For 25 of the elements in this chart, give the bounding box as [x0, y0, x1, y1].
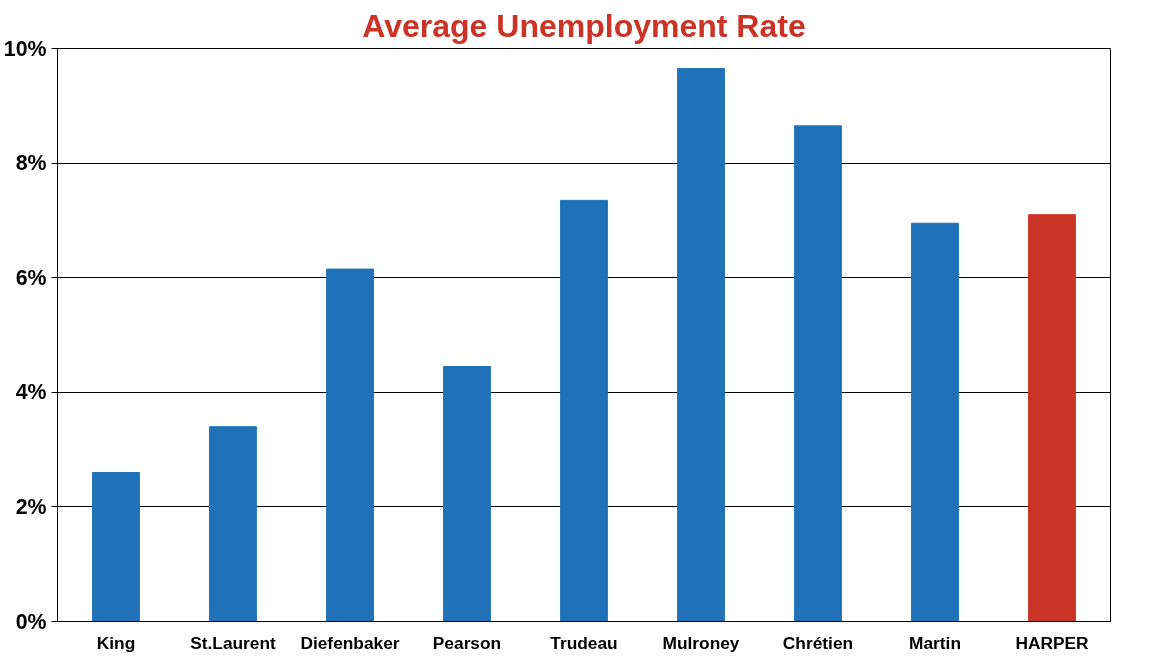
chart-title: Average Unemployment Rate: [362, 7, 806, 44]
y-tick-label: 8%: [15, 151, 47, 176]
x-tick-label: King: [96, 632, 136, 653]
bar: [677, 68, 725, 622]
y-tick-label: 6%: [15, 265, 47, 290]
bar: [911, 222, 959, 622]
y-tick-label: 10%: [3, 36, 47, 61]
bar: [560, 199, 608, 622]
x-tick-label: Diefenbaker: [300, 632, 400, 653]
x-tick-label: Martin: [909, 632, 962, 653]
bar: [326, 268, 374, 622]
bar: [443, 366, 491, 622]
bar: [92, 472, 140, 622]
x-tick-label: Mulroney: [662, 632, 740, 653]
y-tick-label: 4%: [15, 380, 47, 405]
y-tick-label: 2%: [15, 494, 47, 519]
bar: [794, 125, 842, 622]
bar: [209, 426, 257, 622]
bar: [1028, 214, 1076, 622]
x-tick-label: Pearson: [432, 632, 502, 653]
x-tick-label: St.Laurent: [190, 632, 277, 653]
y-tick-label: 0%: [15, 609, 47, 634]
x-tick-label: Trudeau: [550, 632, 618, 653]
x-tick-label: HARPER: [1015, 632, 1090, 653]
x-tick-label: Chrétien: [782, 632, 854, 653]
